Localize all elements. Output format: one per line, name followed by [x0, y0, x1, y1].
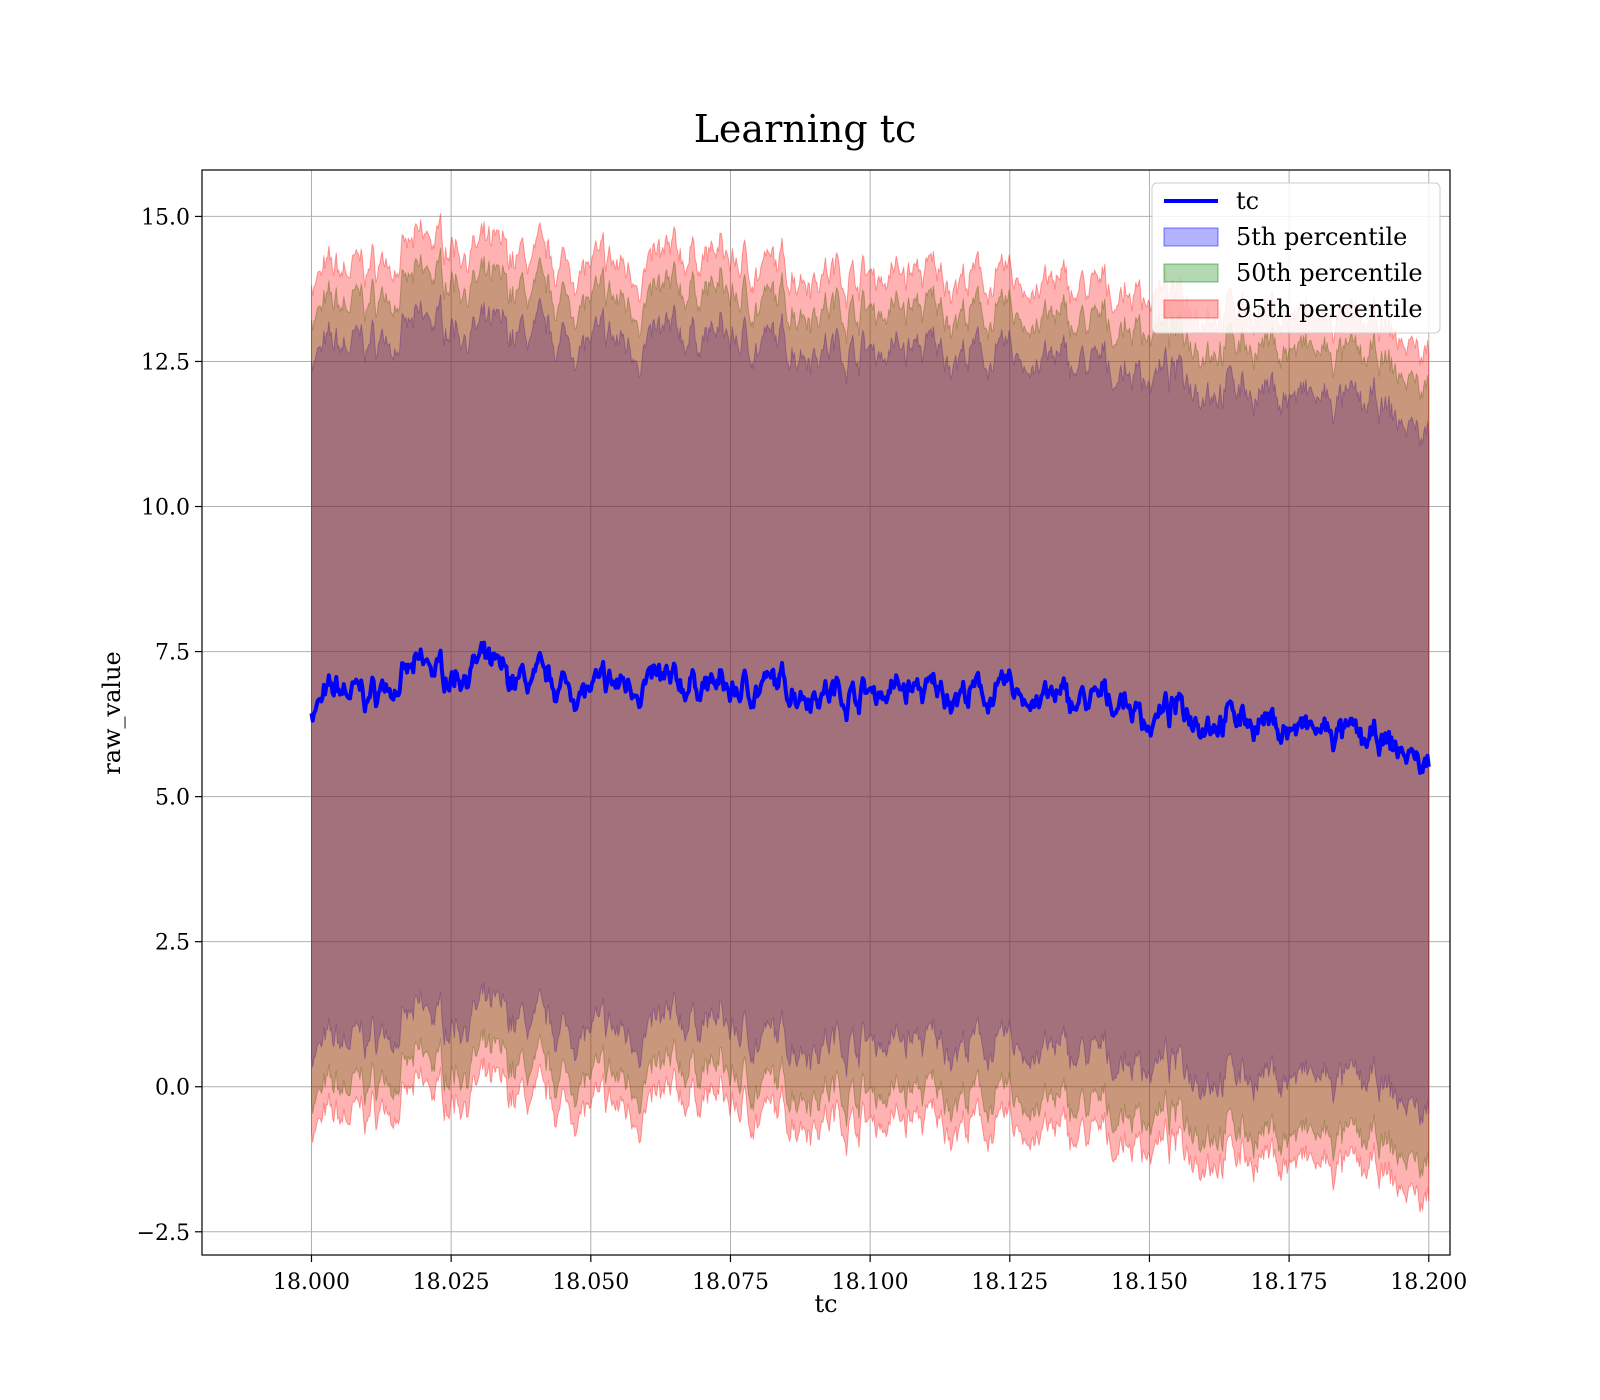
legend: tc 5th percentile 50th percentile 95th perc… [1151, 182, 1441, 334]
legend-label: 5th percentile [1236, 223, 1407, 251]
legend-patch-swatch [1163, 299, 1219, 319]
y-tick-label: 15.0 [141, 205, 190, 230]
x-tick-label: 18.100 [832, 1270, 909, 1295]
y-tick-label: 7.5 [155, 641, 190, 666]
x-tick-label: 18.050 [552, 1270, 629, 1295]
band-50th-percentile [311, 247, 1430, 1179]
tc-line-layer [309, 640, 1431, 775]
y-axis-label: raw_value [98, 651, 126, 775]
chart-title: Learning tc [694, 107, 917, 151]
legend-label: 95th percentile [1236, 295, 1423, 323]
y-tick-label: 5.0 [155, 786, 190, 811]
percentile-bands [311, 212, 1430, 1213]
legend-patch-swatch [1163, 227, 1219, 247]
y-tick-label: −2.5 [137, 1221, 190, 1246]
band-95th-percentile [311, 212, 1430, 1213]
grid [202, 170, 1450, 1255]
x-tick-label: 18.025 [413, 1270, 490, 1295]
x-tick-label: 18.175 [1251, 1270, 1328, 1295]
x-tick-label: 18.200 [1390, 1270, 1467, 1295]
x-tick-label: 18.150 [1111, 1270, 1188, 1295]
x-tick-label: 18.125 [971, 1270, 1048, 1295]
y-tick-label: 2.5 [155, 931, 190, 956]
legend-label: 50th percentile [1236, 259, 1423, 287]
x-axis-label: tc [814, 1290, 837, 1318]
x-axis: 18.000 18.025 18.050 18.075 18.100 18.125 18.1… [273, 1255, 1467, 1295]
y-tick-label: 0.0 [155, 1076, 190, 1101]
legend-label: tc [1236, 187, 1259, 215]
x-tick-label: 18.075 [692, 1270, 769, 1295]
band-5th-percentile [311, 294, 1430, 1126]
legend-patch-swatch [1163, 263, 1219, 283]
legend-box [1151, 182, 1441, 334]
y-tick-label: 10.0 [141, 496, 190, 521]
y-tick-label: 12.5 [141, 350, 190, 375]
x-tick-label: 18.000 [273, 1270, 350, 1295]
plot-frame [201, 169, 1451, 1256]
y-axis: −2.5 0.0 2.5 5.0 7.5 10.0 12.5 15.0 [137, 205, 202, 1246]
tc-line [309, 640, 1431, 775]
